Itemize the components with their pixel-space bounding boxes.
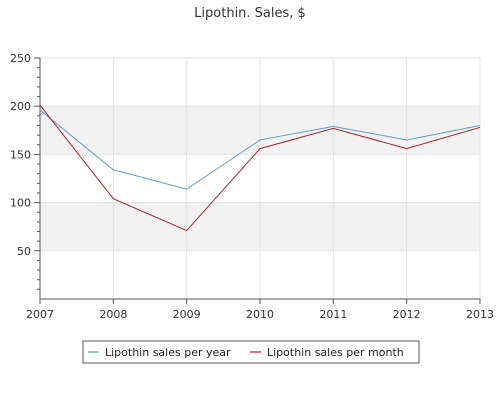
- y-tick-label: 250: [10, 52, 31, 65]
- x-tick-label: 2013: [466, 308, 494, 321]
- legend-label: Lipothin sales per month: [267, 346, 404, 359]
- axes: [34, 57, 481, 304]
- y-tick-label: 50: [17, 245, 31, 258]
- series-line-per-year: [39, 109, 481, 190]
- y-tick-label: 200: [10, 100, 31, 113]
- grid-lines: [39, 57, 481, 299]
- chart-title: Lipothin. Sales, $: [194, 6, 306, 21]
- legend-label: Lipothin sales per year: [105, 346, 231, 359]
- x-tick-label: 2012: [393, 308, 421, 321]
- y-tick-label: 150: [10, 148, 31, 161]
- x-tick-label: 2009: [173, 308, 201, 321]
- x-tick-label: 2011: [319, 308, 347, 321]
- x-axis-labels: 2007 2008 2009 2010 2011 2012 2013: [26, 308, 494, 321]
- x-tick-label: 2007: [26, 308, 54, 321]
- x-tick-label: 2008: [99, 308, 127, 321]
- series-line-per-month: [39, 104, 481, 232]
- y-tick-label: 100: [10, 197, 31, 210]
- series-layer: [39, 104, 481, 232]
- x-tick-label: 2010: [246, 308, 274, 321]
- y-axis-labels: 50 100 150 200 250: [10, 52, 31, 258]
- legend: Lipothin sales per year Lipothin sales pe…: [82, 340, 420, 364]
